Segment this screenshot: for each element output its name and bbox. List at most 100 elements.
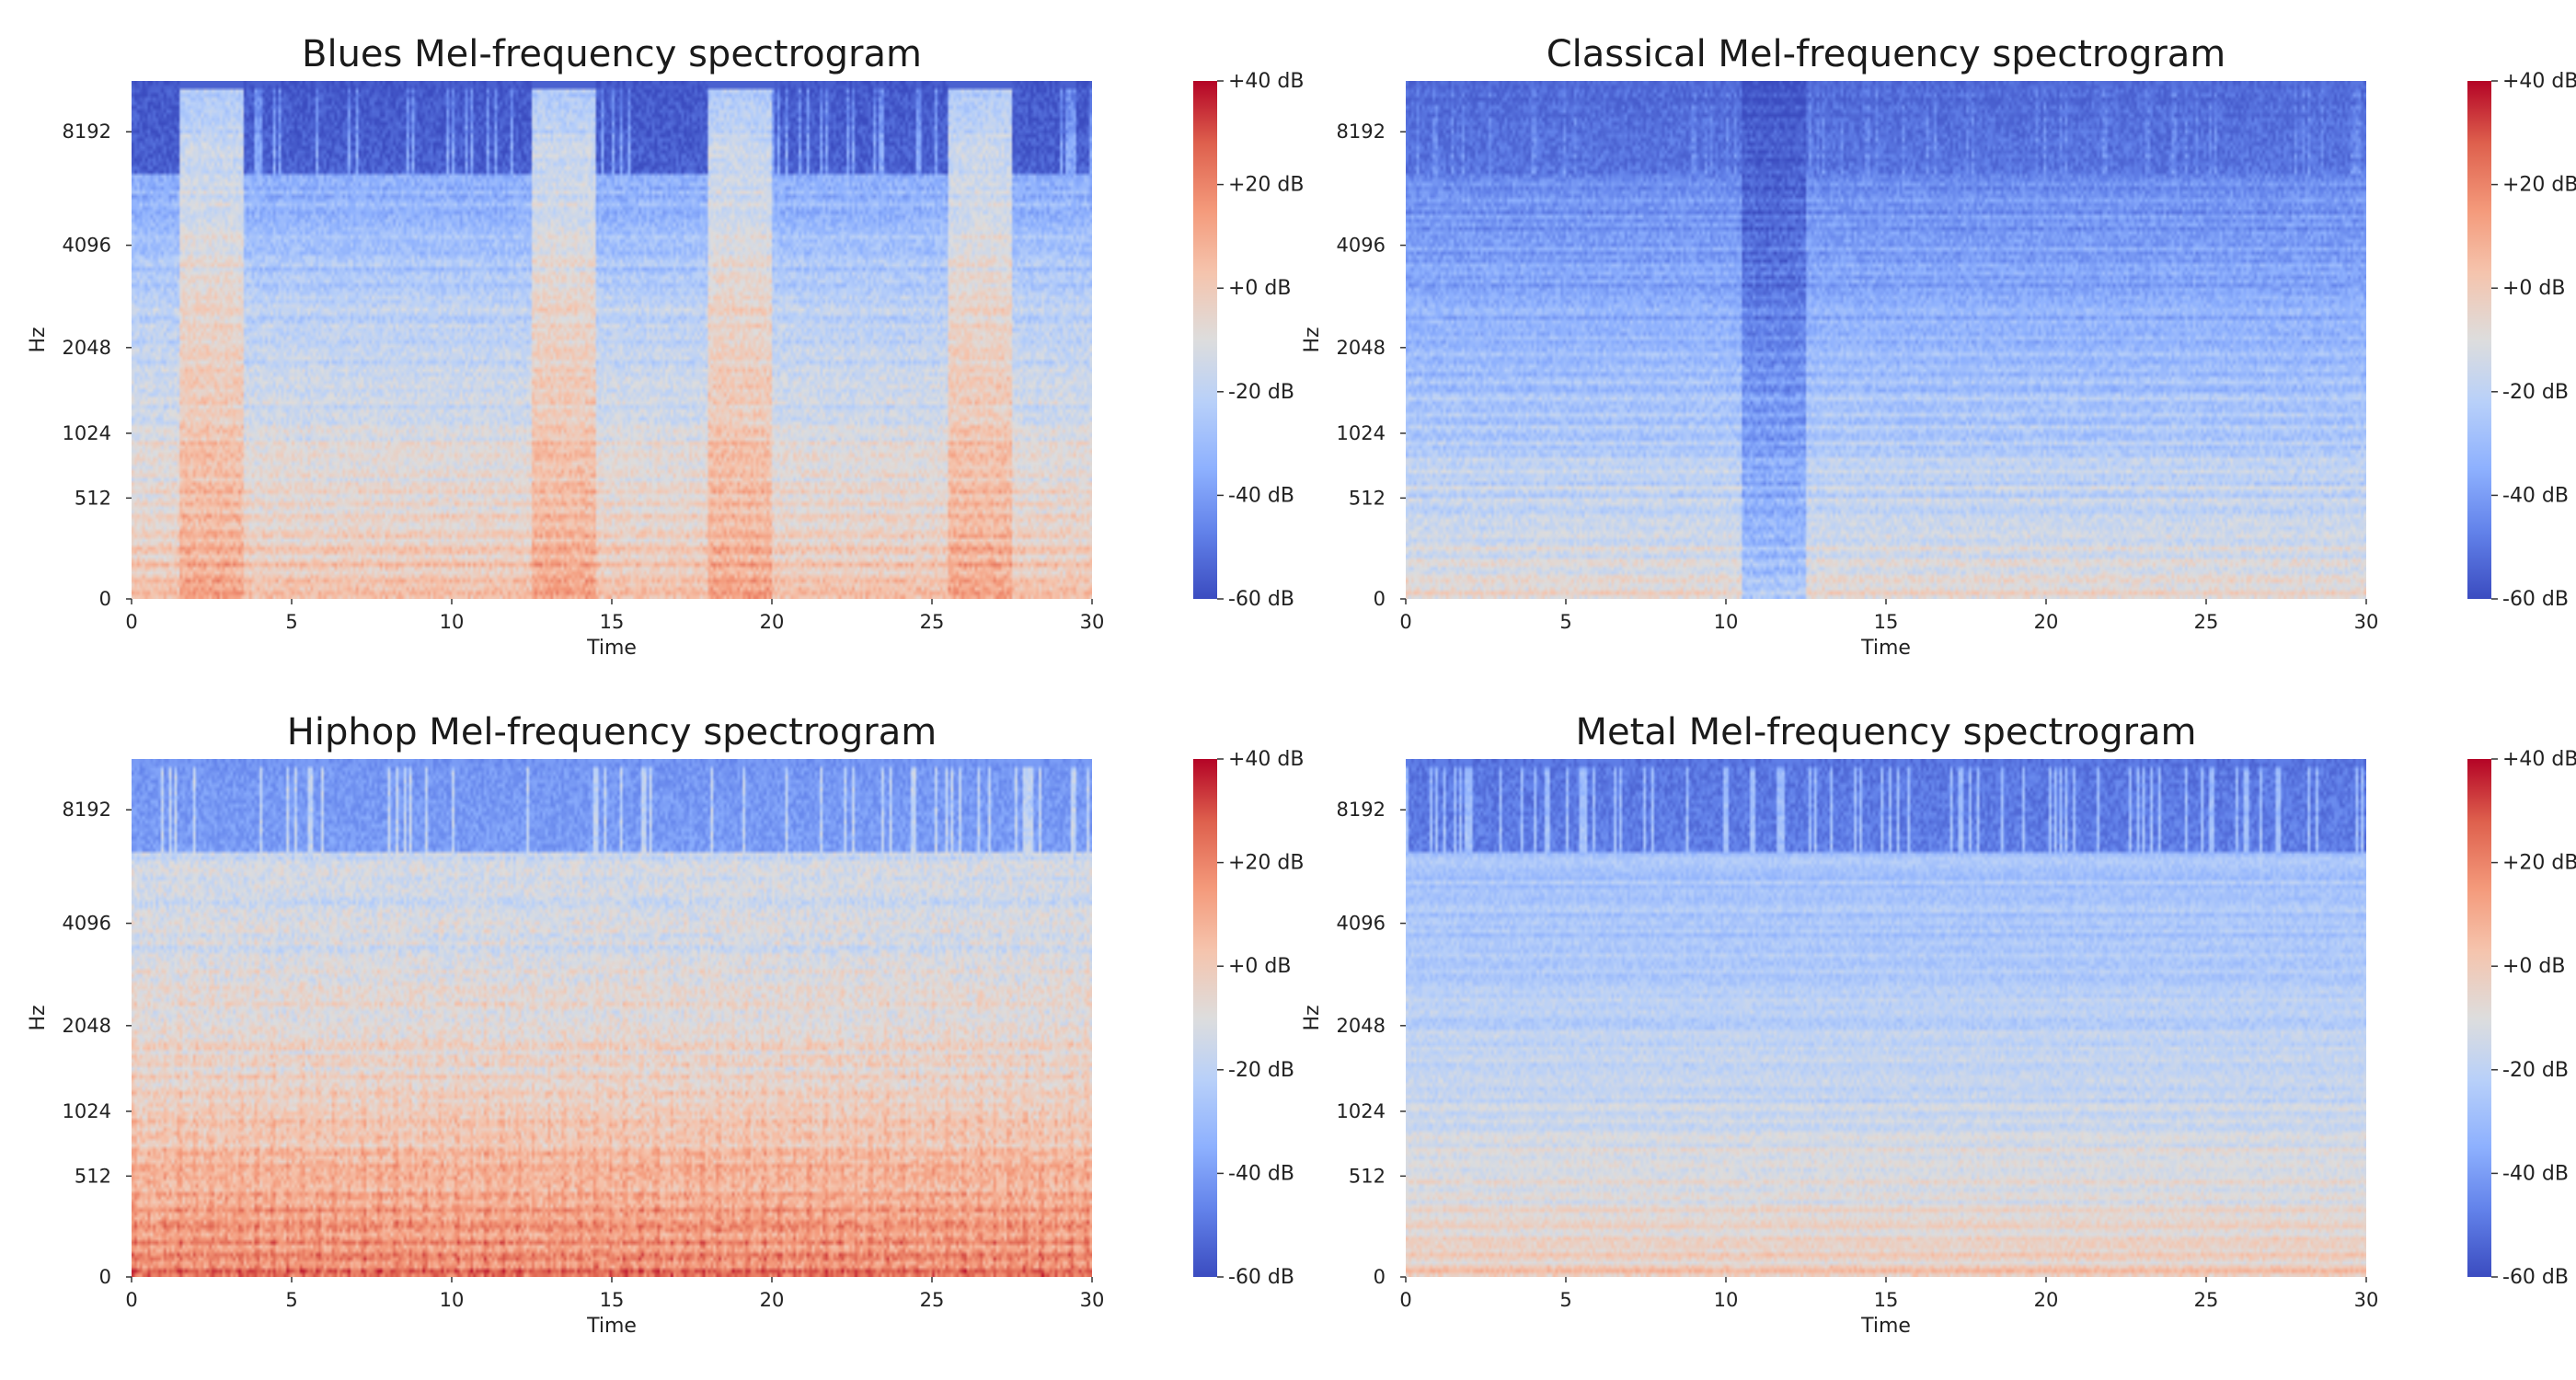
colorbar xyxy=(1193,81,1217,599)
y-tick-label: 512 xyxy=(1349,487,1386,509)
y-tick-label: 0 xyxy=(99,588,111,610)
x-axis-label: Time xyxy=(586,637,637,660)
colorbar-tick-label: -40 dB xyxy=(2502,484,2569,507)
chart-title: Blues Mel-frequency spectrogram xyxy=(302,33,922,75)
colorbar-tick-label: +0 dB xyxy=(1228,277,1291,300)
spectrogram-panel-4: Metal Mel-frequency spectrogram 0 5 10 15 20 2… xyxy=(1301,711,2576,1338)
y-axis-label: Hz xyxy=(1301,327,1324,352)
x-axis-label: Time xyxy=(586,1315,637,1338)
x-axis-label: Time xyxy=(1860,637,1911,660)
x-axis-label: Time xyxy=(1860,1315,1911,1338)
x-tick-label: 25 xyxy=(2194,611,2219,633)
y-tick-label: 2048 xyxy=(63,337,111,359)
colorbar-tick-label: +0 dB xyxy=(2502,955,2565,978)
x-tick-label: 0 xyxy=(1399,1289,1411,1311)
chart-title: Metal Mel-frequency spectrogram xyxy=(1575,711,2196,753)
y-tick-label: 0 xyxy=(1374,1266,1386,1288)
y-tick-label: 512 xyxy=(75,487,111,509)
colorbar xyxy=(2467,81,2491,599)
spectrogram-heatmap xyxy=(132,81,1092,599)
colorbar-tick-label: -20 dB xyxy=(1228,381,1294,404)
x-tick-label: 20 xyxy=(2034,611,2059,633)
x-tick-label: 15 xyxy=(1874,1289,1899,1311)
y-tick-label: 8192 xyxy=(1337,799,1386,821)
y-tick-label: 4096 xyxy=(1337,913,1386,935)
y-tick-label: 4096 xyxy=(1337,235,1386,257)
x-tick-label: 15 xyxy=(600,1289,625,1311)
x-tick-label: 15 xyxy=(600,611,625,633)
colorbar-tick-label: +40 dB xyxy=(1228,748,1304,771)
x-tick-label: 0 xyxy=(125,611,137,633)
x-tick-label: 30 xyxy=(1080,611,1105,633)
y-tick-label: 1024 xyxy=(63,422,111,444)
spectrogram-heatmap xyxy=(1406,81,2366,599)
y-axis-label: Hz xyxy=(27,327,50,352)
spectrogram-panel-1: Blues Mel-frequency spectrogram 0 5 10 15 20 2… xyxy=(27,33,1304,660)
y-tick-label: 2048 xyxy=(1337,337,1386,359)
colorbar-tick-label: -40 dB xyxy=(2502,1162,2569,1185)
x-tick-label: 25 xyxy=(2194,1289,2219,1311)
colorbar-tick-label: -60 dB xyxy=(1228,1266,1294,1289)
x-tick-label: 5 xyxy=(285,611,297,633)
spectrogram-heatmap xyxy=(1406,759,2366,1277)
colorbar-tick-label: -40 dB xyxy=(1228,1162,1294,1185)
y-tick-label: 0 xyxy=(1374,588,1386,610)
x-tick-label: 20 xyxy=(760,1289,785,1311)
colorbar-tick-label: +20 dB xyxy=(2502,174,2576,197)
colorbar-tick-label: -40 dB xyxy=(1228,484,1294,507)
chart-title: Classical Mel-frequency spectrogram xyxy=(1547,33,2226,75)
x-tick-label: 5 xyxy=(1559,1289,1571,1311)
x-tick-label: 10 xyxy=(440,1289,465,1311)
colorbar-tick-label: +20 dB xyxy=(1228,852,1304,875)
x-tick-label: 20 xyxy=(2034,1289,2059,1311)
colorbar-tick-label: +0 dB xyxy=(1228,955,1291,978)
colorbar xyxy=(1193,759,1217,1277)
y-tick-label: 8192 xyxy=(63,799,111,821)
x-tick-label: 5 xyxy=(1559,611,1571,633)
y-tick-label: 1024 xyxy=(63,1100,111,1122)
spectrogram-panel-2: Classical Mel-frequency spectrogram 0 5 10 1… xyxy=(1301,33,2576,660)
colorbar-tick-label: +40 dB xyxy=(1228,70,1304,93)
colorbar-tick-label: -60 dB xyxy=(2502,588,2569,611)
x-tick-label: 10 xyxy=(1714,611,1739,633)
y-tick-label: 2048 xyxy=(63,1015,111,1037)
y-axis-label: Hz xyxy=(27,1005,50,1030)
colorbar-tick-label: +40 dB xyxy=(2502,748,2576,771)
chart-title: Hiphop Mel-frequency spectrogram xyxy=(287,711,937,753)
x-tick-label: 20 xyxy=(760,611,785,633)
y-tick-label: 512 xyxy=(75,1165,111,1187)
y-tick-label: 4096 xyxy=(63,235,111,257)
colorbar-tick-label: +20 dB xyxy=(1228,174,1304,197)
y-tick-label: 512 xyxy=(1349,1165,1386,1187)
x-tick-label: 0 xyxy=(125,1289,137,1311)
colorbar-tick-label: -20 dB xyxy=(2502,381,2569,404)
x-tick-label: 15 xyxy=(1874,611,1899,633)
colorbar-tick-label: +0 dB xyxy=(2502,277,2565,300)
colorbar-tick-label: -60 dB xyxy=(1228,588,1294,611)
y-tick-label: 2048 xyxy=(1337,1015,1386,1037)
spectrogram-panel-3: Hiphop Mel-frequency spectrogram 0 5 10 15 20… xyxy=(27,711,1304,1338)
y-tick-label: 4096 xyxy=(63,913,111,935)
x-tick-label: 25 xyxy=(920,611,945,633)
spectrogram-heatmap xyxy=(132,759,1092,1277)
colorbar-tick-label: +40 dB xyxy=(2502,70,2576,93)
y-tick-label: 1024 xyxy=(1337,1100,1386,1122)
colorbar-tick-label: -20 dB xyxy=(2502,1059,2569,1082)
colorbar-tick-label: -60 dB xyxy=(2502,1266,2569,1289)
x-tick-label: 0 xyxy=(1399,611,1411,633)
x-tick-label: 10 xyxy=(440,611,465,633)
y-tick-label: 1024 xyxy=(1337,422,1386,444)
x-tick-label: 30 xyxy=(2354,1289,2379,1311)
colorbar xyxy=(2467,759,2491,1277)
x-tick-label: 10 xyxy=(1714,1289,1739,1311)
y-tick-label: 8192 xyxy=(63,121,111,143)
x-tick-label: 30 xyxy=(2354,611,2379,633)
y-axis-label: Hz xyxy=(1301,1005,1324,1030)
colorbar-tick-label: -20 dB xyxy=(1228,1059,1294,1082)
y-tick-label: 0 xyxy=(99,1266,111,1288)
y-tick-label: 8192 xyxy=(1337,121,1386,143)
x-tick-label: 30 xyxy=(1080,1289,1105,1311)
x-tick-label: 25 xyxy=(920,1289,945,1311)
